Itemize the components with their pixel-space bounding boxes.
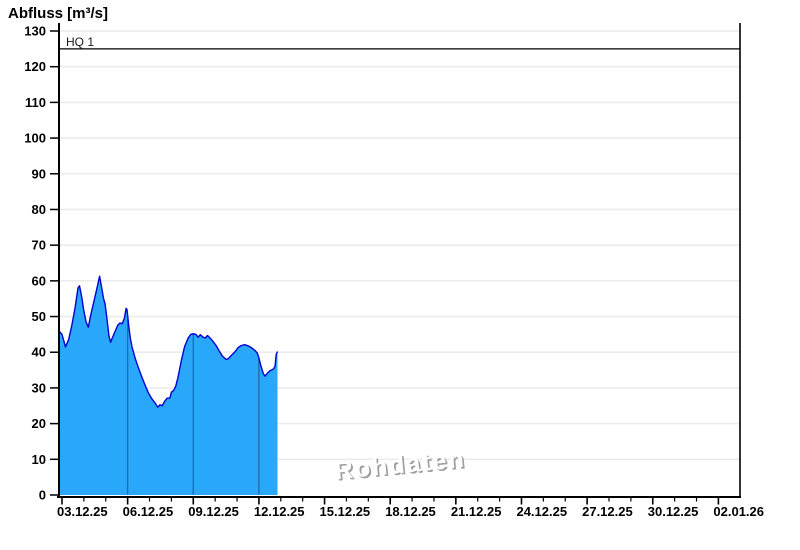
x-tick-label: 12.12.25 xyxy=(254,504,305,519)
x-tick-label: 18.12.25 xyxy=(385,504,436,519)
y-tick-label: 90 xyxy=(32,166,46,181)
x-tick-label: 06.12.25 xyxy=(123,504,174,519)
y-tick-label: 10 xyxy=(32,452,46,467)
x-tick-label: 24.12.25 xyxy=(516,504,567,519)
y-axis-title: Abfluss [m³/s] xyxy=(8,5,109,22)
y-tick-label: 30 xyxy=(32,380,46,395)
y-tick-label: 70 xyxy=(32,238,46,253)
x-tick-label: 21.12.25 xyxy=(451,504,502,519)
x-tick-label: 30.12.25 xyxy=(648,504,699,519)
y-tick-label: 110 xyxy=(25,95,46,110)
y-tick-label: 130 xyxy=(24,24,46,39)
hq-label: HQ 1 xyxy=(66,35,94,49)
x-tick-label: 02.01.26 xyxy=(713,504,764,519)
discharge-area xyxy=(59,276,278,495)
y-tick-label: 80 xyxy=(32,202,46,217)
x-tick-label: 15.12.25 xyxy=(320,504,371,519)
x-tick-label: 09.12.25 xyxy=(188,504,239,519)
y-tick-label: 60 xyxy=(32,273,46,288)
y-tick-label: 120 xyxy=(24,59,46,74)
x-tick-label: 03.12.25 xyxy=(57,504,108,519)
y-tick-label: 50 xyxy=(32,309,46,324)
y-tick-label: 0 xyxy=(39,488,46,503)
discharge-outline xyxy=(58,275,279,408)
y-tick-label: 40 xyxy=(32,345,46,360)
y-tick-label: 20 xyxy=(32,416,46,431)
x-tick-label: 27.12.25 xyxy=(582,504,633,519)
y-tick-label: 100 xyxy=(24,131,46,146)
